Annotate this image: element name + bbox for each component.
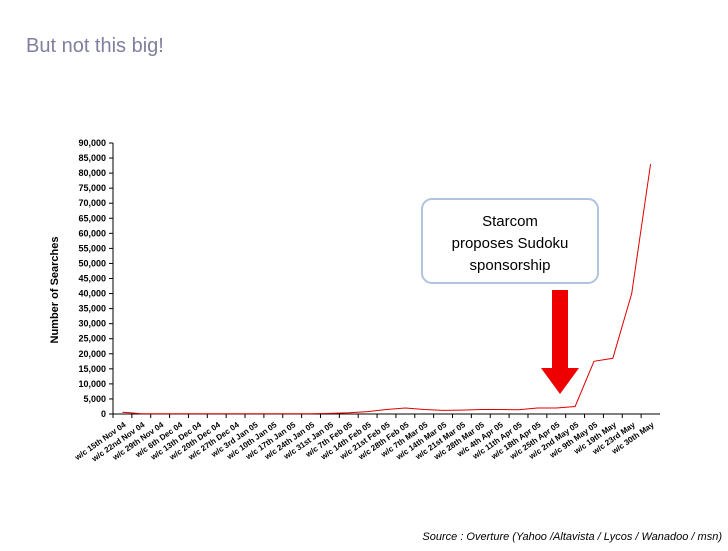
data-line (122, 164, 652, 415)
y-tick-label: 45,000 (78, 274, 106, 284)
y-tick-label: 75,000 (78, 183, 106, 193)
y-tick-label: 40,000 (78, 289, 106, 299)
y-tick-label: 20,000 (78, 349, 106, 359)
y-tick-label: 85,000 (78, 153, 106, 163)
y-tick-label: 90,000 (78, 138, 106, 148)
source-note: Source : Overture (Yahoo /Altavista / Ly… (422, 531, 722, 543)
y-tick-label: 80,000 (78, 168, 106, 178)
arrow-head (541, 368, 579, 394)
y-tick-label: 65,000 (78, 213, 106, 223)
y-tick-label: 25,000 (78, 334, 106, 344)
annotation: Starcom proposes Sudoku sponsorship (452, 213, 569, 274)
y-tick-label: 30,000 (78, 319, 106, 329)
y-tick-label: 35,000 (78, 304, 106, 314)
y-tick-label: 10,000 (78, 379, 106, 389)
slide-title: But not this big! (26, 35, 164, 57)
y-tick-label: 60,000 (78, 228, 106, 238)
y-tick-label: 15,000 (78, 364, 106, 374)
y-tick-label: 0 (101, 409, 106, 419)
arrow-shaft (552, 290, 568, 370)
y-tick-label: 50,000 (78, 258, 106, 268)
y-tick-label: 55,000 (78, 243, 106, 253)
y-tick-label: 5,000 (83, 394, 106, 404)
y-axis-label: Number of Searches (49, 237, 61, 344)
y-tick-label: 70,000 (78, 198, 106, 208)
annotation-box (421, 198, 599, 284)
